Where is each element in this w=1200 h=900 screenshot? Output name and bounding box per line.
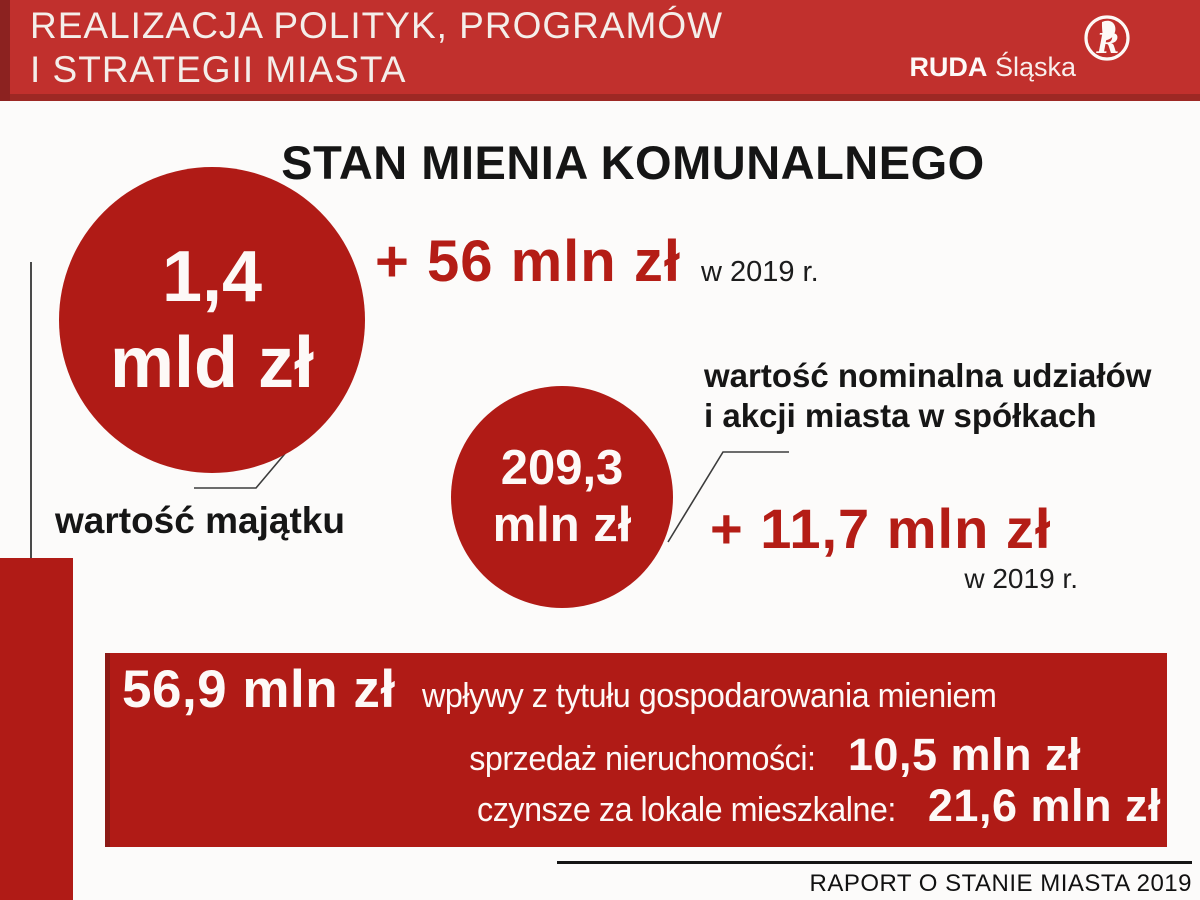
shares-delta-period: w 2019 r.: [964, 563, 1078, 594]
banner-title-line1: REALIZACJA POLITYK, PROGRAMÓW: [30, 5, 724, 46]
income-total-value: 56,9 mln zł: [122, 660, 396, 719]
logo-name-bold: RUDA: [909, 52, 988, 82]
footer-report-label: RAPORT O STANIE MIASTA 2019: [809, 870, 1192, 897]
shares-delta-value: + 11,7 mln zł: [710, 497, 1052, 560]
banner-title-line2: I STRATEGII MIASTA: [30, 49, 407, 90]
income-row-housing-rents: czynsze za lokale mieszkalne: 21,6 mln z…: [455, 780, 1161, 832]
shares-label-line2: i akcji miasta w spółkach: [704, 397, 1097, 434]
income-total-row: 56,9 mln zł wpływy z tytułu gospodarowan…: [122, 659, 1026, 720]
footer-divider-line: [557, 861, 1192, 864]
shares-label-line1: wartość nominalna udziałów: [704, 357, 1152, 394]
banner-title: REALIZACJA POLITYK, PROGRAMÓW I STRATEGI…: [30, 4, 723, 92]
income-row-label: sprzedaż nieruchomości:: [469, 740, 817, 778]
shares-value-amount: 209,3: [500, 441, 624, 496]
svg-text:R: R: [1096, 29, 1119, 60]
header-banner: REALIZACJA POLITYK, PROGRAMÓW I STRATEGI…: [0, 0, 1200, 101]
asset-value-label: wartość majątku: [55, 500, 345, 541]
shares-label: wartość nominalna udziałów i akcji miast…: [704, 356, 1151, 436]
income-box: 56,9 mln zł wpływy z tytułu gospodarowan…: [105, 653, 1167, 847]
asset-value-amount: 1,4: [161, 236, 263, 317]
asset-value-unit: mld zł: [109, 323, 314, 403]
income-row-value: 10,5 mln zł: [847, 729, 1081, 780]
shares-value-unit: mln zł: [492, 498, 632, 552]
logo-name-light: Śląska: [994, 52, 1076, 82]
asset-delta: + 56 mln zł w 2019 r.: [375, 228, 819, 295]
income-row-label: czynsze za lokale mieszkalne:: [477, 791, 896, 829]
income-total-label: wpływy z tytułu gospodarowania mieniem: [421, 677, 997, 715]
asset-delta-value: + 56 mln zł: [375, 229, 681, 294]
income-row-property-sales: sprzedaż nieruchomości: 10,5 mln zł: [451, 729, 1081, 781]
income-row-value: 21,6 mln zł: [927, 780, 1161, 831]
shares-delta: + 11,7 mln zł w 2019 r.: [710, 496, 1082, 595]
left-red-bar: [0, 558, 73, 900]
left-vertical-line: [30, 262, 32, 558]
shares-value-circle: 209,3 mln zł: [451, 386, 673, 608]
asset-value-circle: 1,4 mld zł: [59, 167, 365, 473]
ruda-slaska-emblem-icon: R: [1084, 15, 1130, 61]
page-title: STAN MIENIA KOMUNALNEGO: [281, 136, 985, 190]
asset-delta-period: w 2019 r.: [700, 256, 819, 288]
city-logo-text: RUDA Śląska: [909, 52, 1076, 83]
